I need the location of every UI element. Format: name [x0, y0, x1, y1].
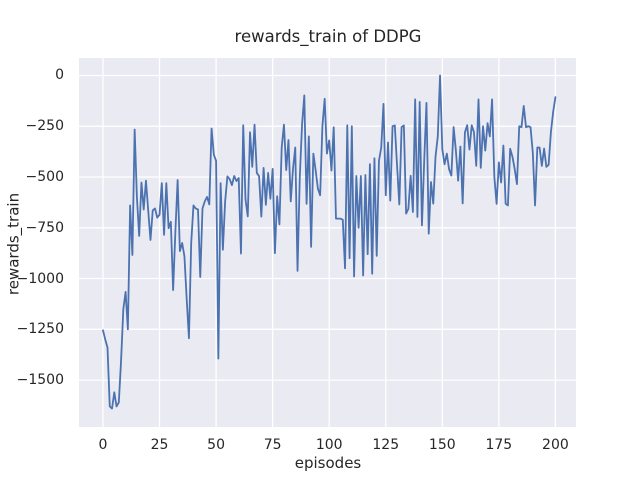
y-tick-label: −1500 [16, 372, 64, 389]
x-tick-label: 150 [428, 437, 456, 453]
reward-line [102, 74, 557, 410]
y-tick-label: 0 [55, 67, 64, 84]
x-tick-label: 175 [485, 437, 513, 453]
x-tick-label: 125 [372, 437, 400, 453]
x-tick-label: 200 [542, 437, 569, 453]
y-tick-label: −750 [25, 219, 64, 236]
y-tick-label: −1250 [16, 321, 64, 338]
y-tick-label: −250 [25, 118, 64, 135]
plot-area [79, 58, 576, 427]
x-tick-label: 50 [207, 437, 225, 453]
y-tick-label: −500 [25, 169, 64, 185]
x-tick-label: 100 [315, 437, 343, 453]
x-tick-label: 0 [98, 437, 108, 453]
x-tick-label: 25 [150, 437, 169, 453]
x-axis-label: episodes [294, 454, 362, 472]
chart-canvas [79, 58, 576, 427]
gridlines [79, 58, 576, 427]
chart-title: rewards_train of DDPG [234, 27, 422, 46]
y-tick-label: −1000 [16, 270, 64, 287]
x-tick-label: 75 [263, 437, 282, 453]
